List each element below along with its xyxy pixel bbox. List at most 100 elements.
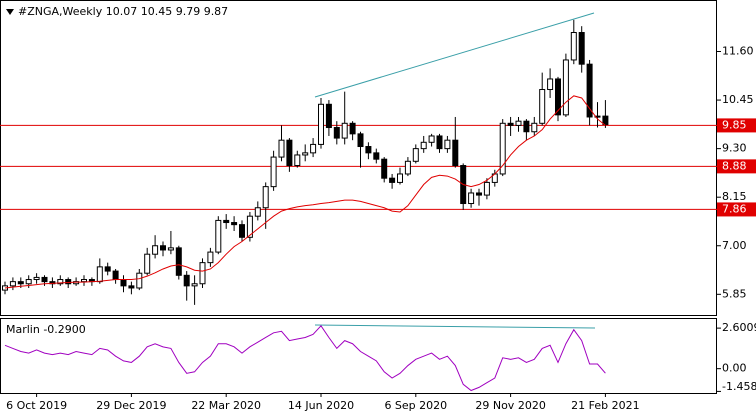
- x-tick-label: 6 Sep 2020: [384, 399, 447, 412]
- candle-body: [246, 215, 253, 238]
- y-tick-label: 7.00: [722, 239, 747, 252]
- candle-body: [555, 78, 561, 116]
- candle-body: [562, 59, 569, 116]
- y-tick-label: 10.45: [722, 93, 754, 106]
- candle-body: [420, 141, 427, 150]
- x-tick-label: 21 Feb 2021: [571, 399, 639, 412]
- level-label-box: [717, 202, 756, 217]
- candle-body: [231, 222, 238, 226]
- main-panel: [0, 0, 717, 316]
- x-tick-label: 29 Dec 2019: [96, 399, 166, 412]
- candle-body: [81, 279, 87, 283]
- x-tick-label: 29 Nov 2020: [475, 399, 545, 412]
- candle-body: [357, 133, 364, 148]
- candle-body: [9, 281, 16, 287]
- candle-body: [183, 274, 190, 287]
- level-label: 9.85: [722, 118, 747, 131]
- candle-body: [175, 247, 182, 276]
- candle-body: [499, 122, 506, 175]
- candle-body: [96, 266, 103, 283]
- candle-body: [325, 103, 332, 129]
- candle-body: [215, 219, 222, 253]
- candle-body: [167, 247, 174, 251]
- candle-body: [270, 156, 277, 188]
- title-icon: [6, 9, 14, 15]
- candle-body: [570, 32, 577, 61]
- candle-body: [239, 224, 245, 238]
- candle-body: [199, 262, 206, 285]
- y-tick-label: 11.60: [722, 45, 754, 58]
- candle-body: [468, 192, 475, 205]
- candle-body: [278, 139, 285, 158]
- candle-body: [318, 103, 324, 145]
- candle-body: [547, 78, 554, 91]
- candle-body: [65, 279, 72, 285]
- indicator-line: [4, 324, 606, 392]
- candle-body: [25, 279, 32, 285]
- moving-average: [4, 95, 606, 289]
- candle-body: [365, 146, 372, 154]
- candle-body: [515, 120, 522, 126]
- candle-body: [586, 63, 593, 118]
- candle-body: [602, 115, 609, 126]
- trend-line: [314, 12, 595, 98]
- candle-body: [428, 135, 435, 143]
- candle-body: [33, 276, 40, 281]
- candle-body: [578, 32, 585, 65]
- level-label: 7.86: [722, 202, 747, 215]
- candle-body: [191, 283, 198, 287]
- y-tick-label: 0.00: [722, 362, 747, 375]
- level-label-box: [717, 159, 756, 174]
- candle-body: [144, 253, 151, 274]
- candle-body: [136, 272, 143, 289]
- candle-body: [381, 158, 388, 179]
- y-tick-label: 5.85: [722, 287, 747, 300]
- candle-body: [120, 279, 127, 287]
- candle-body: [207, 251, 214, 264]
- candle-body: [397, 173, 403, 183]
- candle-body: [152, 245, 159, 255]
- candle-body: [341, 122, 348, 139]
- candle-body: [286, 139, 293, 167]
- candle-body: [507, 122, 514, 126]
- candle-body: [294, 154, 301, 167]
- candle-body: [436, 135, 443, 150]
- indicator-panel: [0, 318, 717, 394]
- indicator-title: Marlin -0.2900: [6, 323, 86, 336]
- candle-body: [412, 148, 419, 162]
- x-tick-label: 14 Jun 2020: [288, 399, 354, 412]
- candle-body: [17, 281, 24, 285]
- candle-body: [128, 285, 135, 289]
- candle-body: [57, 279, 64, 285]
- candle-body: [223, 219, 230, 224]
- candle-body: [112, 270, 119, 281]
- candle-body: [349, 122, 356, 135]
- candle-body: [262, 186, 269, 209]
- x-tick-label: 22 Mar 2020: [191, 399, 261, 412]
- candle-body: [476, 192, 482, 196]
- candle-body: [539, 89, 546, 124]
- candle-body: [373, 152, 380, 160]
- candle-body: [302, 152, 309, 156]
- candle-body: [104, 266, 111, 272]
- candle-body: [254, 207, 261, 217]
- y-tick-label: 2.6009: [722, 321, 756, 334]
- candle-body: [404, 160, 411, 175]
- level-label-box: [717, 118, 756, 133]
- candle-body: [523, 120, 530, 133]
- candle-body: [310, 143, 317, 154]
- candle-body: [452, 139, 459, 167]
- candle-body: [389, 177, 396, 183]
- y-tick-label: 9.30: [722, 142, 747, 155]
- x-tick-label: 6 Oct 2019: [6, 399, 67, 412]
- candle-body: [333, 127, 340, 139]
- trend-line: [314, 324, 596, 329]
- candle-body: [531, 122, 538, 133]
- candle-body: [160, 245, 166, 251]
- candle-body: [444, 139, 451, 150]
- y-tick-label: -1.4580: [722, 380, 756, 393]
- y-tick-label: 8.15: [722, 190, 747, 203]
- chart-title: #ZNGA,Weekly 10.07 10.45 9.79 9.87: [18, 5, 228, 18]
- candle-body: [483, 181, 490, 196]
